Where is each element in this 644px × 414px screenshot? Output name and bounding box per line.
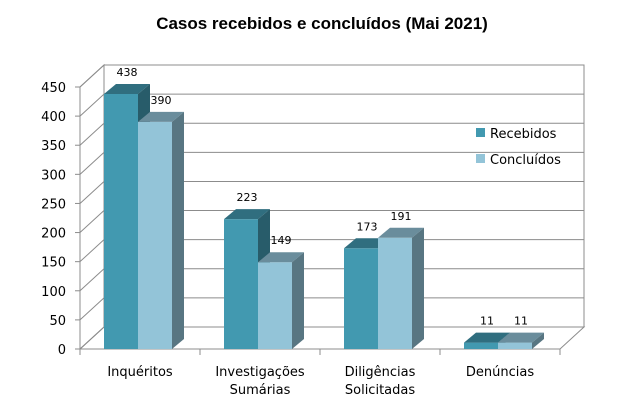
bar-side [292, 252, 304, 349]
legend-label: Recebidos [490, 127, 557, 142]
bar-top [224, 209, 270, 220]
data-label: 11 [514, 315, 528, 328]
y-tick-label: 400 [41, 110, 66, 125]
gridline [79, 64, 584, 88]
legend-swatch [476, 128, 485, 137]
x-tick-label-line: Inquéritos [107, 365, 173, 380]
bar-front [378, 237, 412, 349]
y-tick-label: 300 [41, 168, 66, 183]
y-tick-label: 150 [41, 256, 66, 271]
data-label: 173 [357, 220, 378, 233]
bar-side [412, 227, 424, 349]
bar-side [532, 332, 544, 349]
y-tick-label: 0 [58, 343, 66, 358]
data-labels: 438 223 173 11 390 149 191 11 [117, 66, 529, 328]
bar-front [344, 248, 378, 349]
x-tick-label: Diligências Solicitadas [345, 365, 416, 398]
y-tick-label: 350 [41, 139, 66, 154]
bar-front [258, 262, 292, 349]
x-tick-label-line: Investigações [215, 365, 305, 380]
data-label: 191 [391, 210, 412, 223]
x-tick-label: Denúncias [466, 365, 534, 380]
bar [258, 252, 304, 349]
data-label: 149 [271, 234, 292, 247]
x-tick-label-line: Denúncias [466, 365, 534, 380]
y-tick-label: 450 [41, 81, 66, 96]
bar-top [498, 332, 544, 343]
x-tick-label-line: Diligências [345, 365, 416, 380]
legend-label: Concluídos [490, 153, 561, 168]
bar-front [104, 93, 138, 349]
bar-top [258, 252, 304, 263]
y-tick-label: 50 [49, 314, 66, 329]
chart-title: Casos recebidos e concluídos (Mai 2021) [156, 14, 488, 33]
bar-side [172, 111, 184, 349]
legend-swatch [476, 154, 485, 163]
bar [378, 227, 424, 349]
data-label: 11 [480, 315, 494, 328]
bar [138, 111, 184, 349]
bar-front [224, 219, 258, 349]
side-wall [79, 63, 105, 351]
bar-front [464, 342, 498, 349]
x-tick-label-line: Solicitadas [345, 383, 415, 398]
x-tick-label-line: Sumárias [230, 383, 291, 398]
legend: Recebidos Concluídos [476, 127, 561, 168]
y-tick-label: 250 [41, 197, 66, 212]
bar-front [498, 342, 532, 349]
bar-front [138, 121, 172, 349]
bar-top [138, 111, 184, 122]
y-tick-label: 200 [41, 227, 66, 242]
x-tick-label: Investigações Sumárias [215, 365, 305, 398]
bar-top [104, 83, 150, 94]
y-tick-label: 100 [41, 285, 66, 300]
bar [498, 332, 544, 349]
x-tick-label: Inquéritos [107, 365, 173, 380]
data-label: 390 [151, 94, 172, 107]
bar-top [464, 332, 510, 343]
bar-top [378, 227, 424, 238]
data-label: 223 [237, 191, 258, 204]
bars [104, 83, 544, 349]
data-label: 438 [117, 66, 138, 79]
